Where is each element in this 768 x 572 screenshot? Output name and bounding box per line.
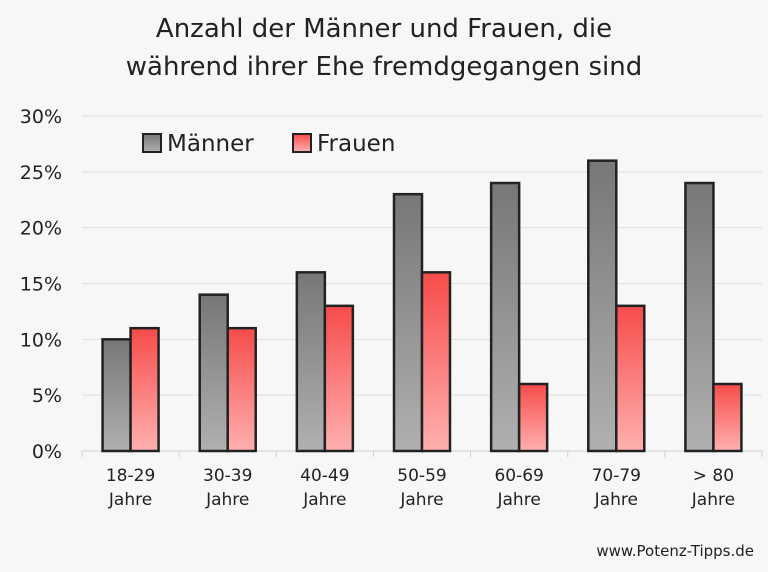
x-tick-label: 60-69 [494,466,543,486]
source-credit: www.Potenz-Tipps.de [596,542,754,560]
y-tick-label: 30% [20,106,62,128]
legend-label-männer: Männer [167,131,254,157]
x-tick-label: 30-39 [203,466,252,486]
x-tick-label: Jahre [302,490,346,510]
x-tick-label: Jahre [497,490,541,510]
x-tick-label: 40-49 [300,466,349,486]
y-tick-label: 0% [32,441,62,463]
bar-männer-5 [489,181,521,453]
chart-title-line-1: Anzahl der Männer und Frauen, die [155,14,613,44]
chart-title-line-2: während ihrer Ehe fremdgegangen sind [125,52,643,82]
bar-frauen-5 [517,382,549,453]
bar-frauen-6 [615,304,646,453]
legend-label-frauen: Frauen [317,131,395,157]
y-tick-label: 5% [32,385,62,407]
legend-swatch-frauen [292,133,312,153]
x-tick-label: Jahre [594,490,638,510]
legend-swatch-männer [142,133,162,153]
y-tick-label: 15% [20,274,62,296]
x-tick-label: > 80 [693,466,734,486]
bar-männer-6 [587,159,618,453]
x-tick-label: Jahre [691,490,735,510]
y-tick-label: 10% [20,329,62,351]
y-tick-label: 20% [20,218,62,240]
bar-männer-4 [392,192,424,453]
bar-männer-7 [684,181,715,453]
bar-männer-2 [198,293,229,453]
bar-männer-1 [101,338,132,453]
x-tick-label: Jahre [108,490,152,510]
x-tick-label: 50-59 [397,466,446,486]
bar-frauen-1 [129,326,160,453]
chart-title: Anzahl der Männer und Frauen, die währen… [0,10,768,86]
bar-frauen-7 [712,382,743,453]
x-tick-label: 70-79 [592,466,641,486]
bar-männer-3 [295,271,327,453]
x-tick-label: 18-29 [106,466,155,486]
bar-frauen-2 [226,326,257,453]
y-tick-label: 25% [20,162,62,184]
bar-frauen-3 [323,304,355,453]
bar-frauen-4 [420,271,452,453]
x-tick-label: Jahre [205,490,249,510]
x-tick-label: Jahre [399,490,443,510]
